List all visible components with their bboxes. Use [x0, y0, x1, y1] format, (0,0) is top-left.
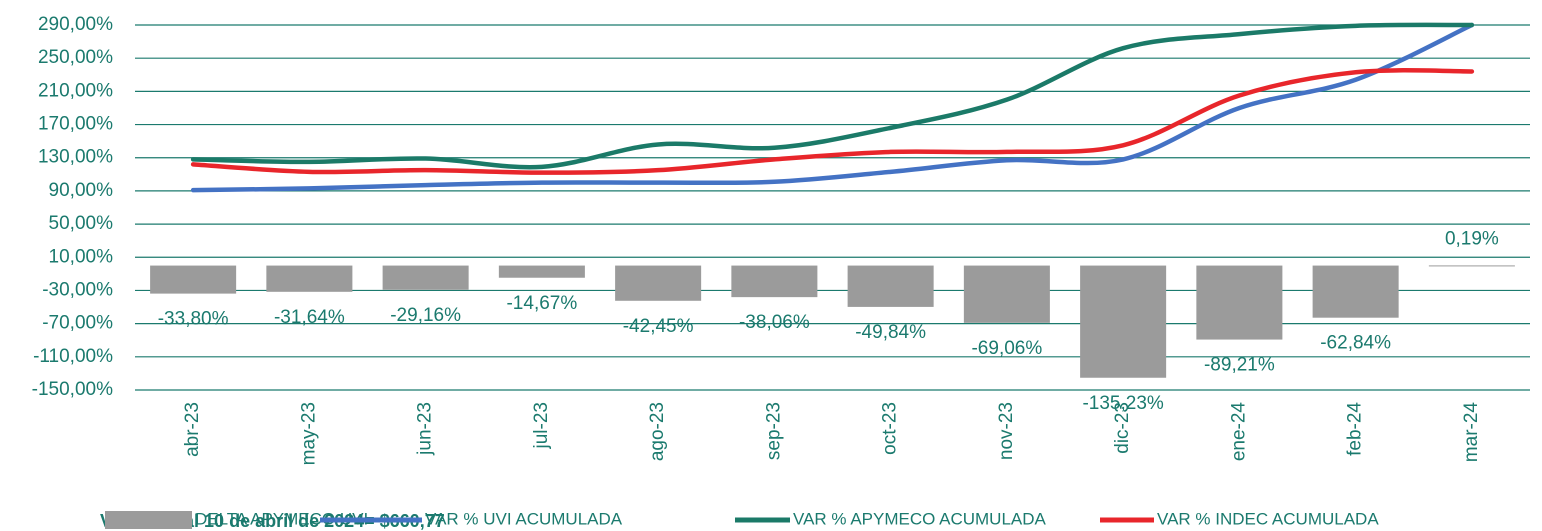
data-label: -69,06%: [971, 338, 1042, 359]
bar: [498, 265, 585, 278]
x-tick-label: ene-24: [1228, 402, 1249, 462]
data-label: -29,16%: [390, 305, 461, 326]
x-tick-label: mar-24: [1461, 402, 1482, 463]
x-tick-label: may-23: [298, 402, 319, 465]
x-tick-label: oct-23: [880, 402, 901, 455]
y-tick-label: -30,00%: [42, 279, 113, 300]
y-tick-label: -70,00%: [42, 313, 113, 334]
bar: [847, 265, 934, 307]
x-tick-label: sep-23: [763, 402, 784, 460]
data-label: -38,06%: [739, 312, 810, 333]
bar: [1312, 265, 1399, 318]
x-tick-label: dic-23: [1112, 402, 1133, 454]
x-tick-label: jul-23: [531, 402, 552, 449]
bar: [731, 265, 818, 298]
data-label: -33,80%: [158, 309, 229, 330]
line: [190, 22, 1475, 193]
legend-label: VAR % UVI ACUMULADA: [425, 509, 623, 528]
legend-label: DELTA APYMECO UVI: [195, 509, 368, 528]
data-label: -89,21%: [1204, 355, 1275, 376]
y-tick-label: 290,00%: [38, 14, 113, 35]
data-label: -42,45%: [623, 316, 694, 337]
bar: [1196, 265, 1283, 340]
y-tick-label: 50,00%: [49, 213, 114, 234]
y-tick-label: 250,00%: [38, 47, 113, 68]
data-label: -62,84%: [1320, 333, 1391, 354]
data-label: -135,23%: [1082, 393, 1163, 414]
bar: [963, 265, 1050, 323]
y-tick-label: 130,00%: [38, 147, 113, 168]
bar: [615, 265, 702, 301]
bar: [150, 265, 237, 294]
x-tick-label: jun-23: [415, 402, 436, 456]
x-tick-label: feb-24: [1345, 402, 1366, 456]
bar: [266, 265, 353, 292]
legend-label: VAR % APYMECO ACUMULADA: [793, 509, 1047, 528]
line: [190, 68, 1475, 175]
x-tick-label: ago-23: [647, 402, 668, 461]
legend-label: VAR % INDEC ACUMULADA: [1157, 509, 1379, 528]
legend-swatch: [105, 511, 192, 529]
data-label: -31,64%: [274, 307, 345, 328]
y-tick-label: 170,00%: [38, 114, 113, 135]
data-label: 0,19%: [1445, 228, 1499, 249]
data-label: -14,67%: [506, 293, 577, 314]
y-tick-label: 90,00%: [49, 180, 114, 201]
line: [190, 22, 1475, 170]
bar: [1428, 265, 1515, 267]
x-tick-label: abr-23: [182, 402, 203, 457]
y-tick-label: -110,00%: [33, 346, 113, 367]
bar: [1080, 265, 1167, 378]
y-tick-label: 10,00%: [49, 246, 114, 267]
bar: [382, 265, 469, 290]
x-tick-label: nov-23: [996, 402, 1017, 460]
y-tick-label: -150,00%: [32, 379, 113, 400]
y-tick-label: 210,00%: [38, 80, 113, 101]
data-label: -49,84%: [855, 322, 926, 343]
